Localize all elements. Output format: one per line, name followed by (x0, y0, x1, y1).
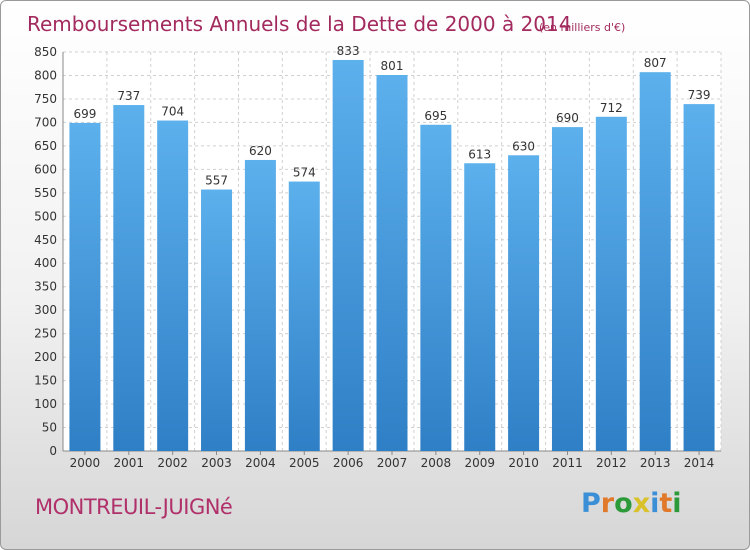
bar-2007 (376, 75, 408, 452)
bar-2001 (113, 105, 145, 452)
x-tick-label-2004: 2004 (245, 456, 276, 470)
value-label-2010: 630 (512, 139, 535, 153)
y-tick-label: 50 (42, 421, 57, 435)
y-tick-label: 200 (34, 350, 57, 364)
logo-letter: x (632, 488, 651, 519)
y-tick-label: 250 (34, 327, 57, 341)
value-label-2012: 712 (600, 101, 623, 115)
y-tick-label: 800 (34, 68, 57, 82)
y-tick-label: 300 (34, 303, 57, 317)
bar-2014 (683, 104, 715, 451)
y-tick-label: 350 (34, 280, 57, 294)
chart-unit: (en milliers d'€) (539, 21, 625, 34)
bar-2000 (69, 122, 101, 452)
y-tick-label: 0 (49, 444, 57, 458)
y-tick-label: 450 (34, 233, 57, 247)
x-tick-label-2000: 2000 (70, 456, 101, 470)
x-tick-label-2007: 2007 (377, 456, 408, 470)
value-label-2001: 737 (117, 89, 140, 103)
bar-2008 (420, 124, 452, 452)
city-name: MONTREUIL-JUIGNé (35, 495, 233, 519)
proxiti-logo: Proxiti (581, 488, 682, 519)
chart-title: Remboursements Annuels de la Dette de 20… (27, 12, 571, 36)
bar-2005 (288, 181, 320, 451)
value-label-2002: 704 (161, 105, 184, 119)
bar-2004 (244, 159, 276, 451)
y-tick-label: 650 (34, 139, 57, 153)
x-tick-label-2012: 2012 (596, 456, 627, 470)
bar-2012 (595, 116, 627, 452)
logo-letter: i (672, 488, 682, 519)
bar-2003 (201, 189, 233, 451)
bar-2010 (508, 155, 540, 452)
y-tick-label: 150 (34, 374, 57, 388)
x-tick-label-2003: 2003 (201, 456, 232, 470)
x-tick-label-2013: 2013 (640, 456, 671, 470)
x-tick-label-2009: 2009 (464, 456, 495, 470)
x-tick-label-2008: 2008 (421, 456, 452, 470)
value-label-2006: 833 (337, 44, 360, 58)
value-label-2007: 801 (381, 59, 404, 73)
x-tick-label-2011: 2011 (552, 456, 583, 470)
x-tick-label-2014: 2014 (684, 456, 715, 470)
value-label-2014: 739 (688, 88, 711, 102)
logo-letter: P (581, 488, 601, 519)
value-label-2000: 699 (73, 107, 96, 121)
value-label-2003: 557 (205, 174, 228, 188)
logo-letter: i (650, 488, 660, 519)
x-tick-label-2001: 2001 (114, 456, 145, 470)
bar-2006 (332, 59, 364, 451)
y-tick-label: 600 (34, 162, 57, 176)
bar-2013 (639, 72, 671, 452)
logo-letter: o (614, 488, 633, 519)
logo-letter: r (600, 488, 615, 519)
bar-2011 (551, 127, 583, 451)
y-tick-label: 850 (34, 45, 57, 59)
x-tick-label-2006: 2006 (333, 456, 364, 470)
value-label-2011: 690 (556, 111, 579, 125)
x-tick-label-2005: 2005 (289, 456, 320, 470)
y-tick-label: 550 (34, 186, 57, 200)
value-label-2008: 695 (424, 109, 447, 123)
y-tick-label: 500 (34, 209, 57, 223)
value-label-2004: 620 (249, 144, 272, 158)
x-tick-label-2002: 2002 (157, 456, 188, 470)
y-tick-label: 700 (34, 115, 57, 129)
bar-2009 (464, 163, 496, 451)
y-tick-label: 100 (34, 397, 57, 411)
x-tick-label-2010: 2010 (508, 456, 539, 470)
logo-letter: t (659, 488, 673, 519)
value-label-2009: 613 (468, 147, 491, 161)
y-tick-label: 400 (34, 256, 57, 270)
value-label-2005: 574 (293, 166, 316, 180)
value-label-2013: 807 (644, 56, 667, 70)
bar-2002 (157, 120, 189, 451)
y-tick-label: 750 (34, 92, 57, 106)
